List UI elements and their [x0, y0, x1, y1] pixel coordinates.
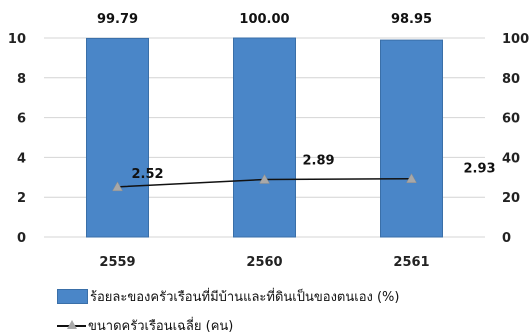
- line-marker: [406, 173, 417, 183]
- legend-item-bar: ร้อยละของครัวเรือนที่มีบ้านและที่ดินเป็น…: [57, 286, 399, 307]
- bar-value-label: 100.00: [239, 12, 289, 27]
- line-value-label: 2.93: [464, 162, 496, 177]
- legend-item-line: ขนาดครัวเรือนเฉลี่ย (คน): [57, 315, 233, 336]
- bar: [233, 37, 296, 238]
- right-tick-label: 40: [502, 151, 520, 166]
- right-tick-label: 100: [502, 32, 529, 47]
- left-tick-label: 6: [17, 112, 26, 127]
- right-tick-label: 20: [502, 191, 520, 206]
- left-tick-label: 8: [17, 72, 26, 87]
- line-value-label: 2.89: [303, 153, 335, 168]
- right-tick-label: 80: [502, 72, 520, 87]
- line-marker: [259, 173, 270, 184]
- legend-line-marker-icon: [57, 319, 86, 332]
- bar: [380, 39, 443, 238]
- line-marker: [112, 181, 123, 192]
- legend-bar-label: ร้อยละของครัวเรือนที่มีบ้านและที่ดินเป็น…: [90, 290, 400, 305]
- x-tick-label: 2559: [99, 255, 135, 270]
- left-axis-ticks: 0 2 4 6 8 10: [8, 32, 26, 246]
- line-value-label: 2.52: [132, 167, 164, 182]
- right-tick-label: 0: [502, 231, 511, 246]
- right-axis-ticks: 0 20 40 60 80 100: [502, 32, 529, 246]
- right-tick-label: 60: [502, 112, 520, 127]
- legend-bar-swatch: [57, 289, 88, 304]
- left-tick-label: 4: [17, 151, 26, 166]
- x-axis-ticks: 2559 2560 2561: [99, 255, 429, 270]
- bar-value-label: 99.79: [97, 12, 138, 27]
- legend-line-label: ขนาดครัวเรือนเฉลี่ย (คน): [88, 319, 234, 334]
- bar-series: [86, 37, 443, 238]
- left-tick-label: 10: [8, 32, 26, 47]
- line-series: [112, 173, 417, 192]
- data-labels: 99.79 100.00 98.95 2.52 2.89 2.93: [97, 12, 496, 182]
- left-tick-label: 0: [17, 231, 26, 246]
- left-tick-label: 2: [17, 191, 26, 206]
- x-tick-label: 2560: [246, 255, 282, 270]
- bar: [86, 37, 149, 238]
- bar-value-label: 98.95: [391, 12, 432, 27]
- x-tick-label: 2561: [393, 255, 429, 270]
